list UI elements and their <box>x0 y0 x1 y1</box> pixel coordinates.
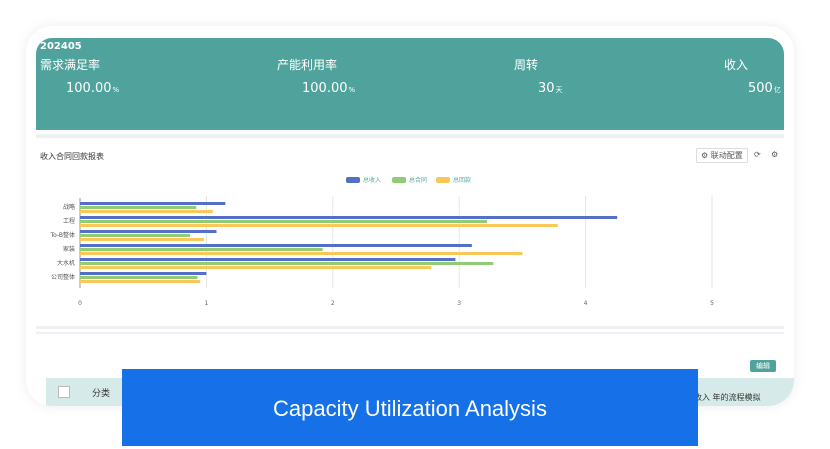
period-label: 202405 <box>40 41 82 52</box>
x-tick-label: 3 <box>457 300 461 307</box>
legend-swatch <box>392 176 406 183</box>
bar <box>80 216 618 219</box>
x-tick-label: 4 <box>584 300 588 307</box>
kpi-label-turnover: 周转 <box>514 58 539 72</box>
bar <box>80 220 488 223</box>
bar <box>80 280 201 283</box>
caption-banner: Capacity Utilization Analysis <box>122 369 698 446</box>
x-tick-label: 0 <box>78 300 82 307</box>
bar <box>80 202 226 205</box>
kpi-label-demand: 需求满足率 <box>40 58 101 72</box>
bar <box>80 258 456 261</box>
bar <box>80 262 494 265</box>
kpi-label-capacity: 产能利用率 <box>277 58 338 72</box>
x-tick-label: 1 <box>204 300 208 307</box>
bar <box>80 244 472 247</box>
x-tick-label: 2 <box>331 300 335 307</box>
legend-swatch <box>436 176 450 183</box>
kpi-value-revenue: 500亿 <box>748 81 781 96</box>
link-config-button[interactable]: ⚙ 联动配置 <box>696 148 748 163</box>
bar <box>80 272 207 275</box>
dashboard-card: 202405 需求满足率 100.00% 产能利用率 100.00% 周转 30… <box>26 26 794 406</box>
bar <box>80 252 523 255</box>
settings-icon[interactable]: ⚙ <box>771 150 779 159</box>
y-tick-label: 大水机 <box>57 259 75 267</box>
bar <box>80 238 204 241</box>
bar <box>80 248 323 251</box>
refresh-icon[interactable]: ⟳ <box>754 150 761 159</box>
y-tick-label: 公司整体 <box>51 273 75 281</box>
kpi-value-turnover: 30天 <box>538 81 563 96</box>
bar <box>80 230 217 233</box>
bar <box>80 276 198 279</box>
legend-item-revenue[interactable]: 总收入 <box>346 175 381 184</box>
kpi-value-capacity: 100.00% <box>302 81 356 96</box>
y-tick-label: 战略 <box>63 203 75 211</box>
bar <box>80 224 558 227</box>
legend-item-contract[interactable]: 总合同 <box>392 175 427 184</box>
y-tick-label: 工程 <box>63 217 75 225</box>
y-tick-label: 家装 <box>63 245 75 253</box>
column-header-right: 收入 年的流程模拟 <box>694 393 761 402</box>
chart-bottom-divider <box>36 326 784 329</box>
bar <box>80 234 190 237</box>
kpi-panel: 202405 需求满足率 100.00% 产能利用率 100.00% 周转 30… <box>36 38 784 130</box>
chart-title: 收入合同回款报表 <box>40 152 104 161</box>
bar <box>80 206 197 209</box>
y-tick-label: To-B整体 <box>50 231 76 239</box>
section-divider <box>36 134 784 138</box>
kpi-value-demand: 100.00% <box>66 81 120 96</box>
chart-bottom-divider-2 <box>36 332 784 334</box>
x-tick-label: 5 <box>710 300 714 307</box>
kpi-label-revenue: 收入 <box>724 58 749 72</box>
bar <box>80 266 432 269</box>
column-header-category[interactable]: 分类 <box>92 389 111 399</box>
edit-button[interactable]: 编辑 <box>750 360 776 372</box>
legend-swatch <box>346 176 360 183</box>
select-all-checkbox[interactable] <box>58 386 70 398</box>
legend-item-collection[interactable]: 总回款 <box>436 175 471 184</box>
bar <box>80 210 213 213</box>
